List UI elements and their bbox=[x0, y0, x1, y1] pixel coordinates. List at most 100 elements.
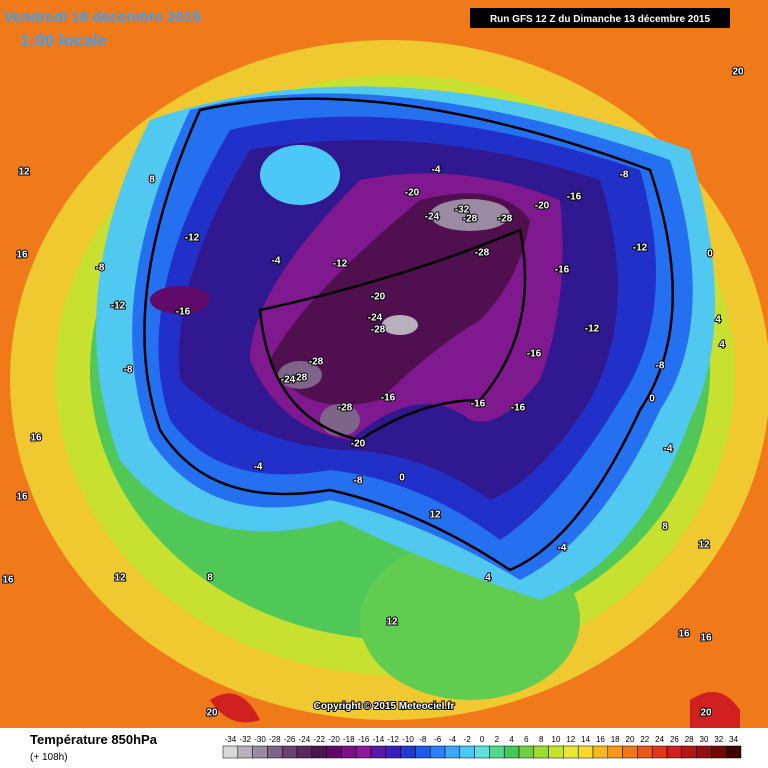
contour-label: -28 bbox=[463, 214, 478, 225]
legend-label: -24 bbox=[299, 735, 311, 744]
forecast-date: Vendredi 18 décembre 2015 bbox=[4, 9, 201, 26]
contour-label: -8 bbox=[96, 263, 105, 274]
legend-label: 28 bbox=[685, 735, 694, 744]
legend-label: -12 bbox=[387, 735, 399, 744]
legend-label: 18 bbox=[611, 735, 620, 744]
contour-label: 4 bbox=[485, 573, 491, 584]
contour-label: -16 bbox=[176, 307, 191, 318]
legend-swatch bbox=[370, 745, 387, 759]
legend-swatch bbox=[459, 745, 475, 759]
contour-label: -24 bbox=[281, 375, 296, 386]
legend-label: 4 bbox=[509, 735, 514, 744]
contour-label: 16 bbox=[700, 633, 712, 644]
legend-label: -4 bbox=[449, 735, 457, 744]
legend-label: -32 bbox=[239, 735, 251, 744]
contour-label: -4 bbox=[272, 256, 281, 267]
legend-label: 6 bbox=[524, 735, 529, 744]
contour-label: 0 bbox=[707, 249, 713, 260]
legend-swatch bbox=[311, 745, 327, 759]
contour-label: -16 bbox=[511, 403, 526, 414]
legend-swatch bbox=[651, 745, 668, 759]
contour-label: 12 bbox=[698, 540, 710, 551]
legend-swatch bbox=[281, 745, 298, 759]
legend-swatch bbox=[563, 745, 579, 759]
legend-label: -16 bbox=[358, 735, 370, 744]
contour-label: -28 bbox=[371, 325, 386, 336]
contour-label: -12 bbox=[585, 324, 600, 335]
legend-swatch bbox=[607, 745, 623, 759]
legend-label: 22 bbox=[640, 735, 649, 744]
legend-label: -10 bbox=[402, 735, 414, 744]
legend-label: 24 bbox=[655, 735, 664, 744]
contour-label: 16 bbox=[16, 250, 28, 261]
contour-label: -16 bbox=[527, 349, 542, 360]
legend-swatch bbox=[267, 745, 283, 759]
contour-label: 4 bbox=[715, 315, 721, 326]
color-legend: -34 -32 -30 -28 -26 -24 -22 -20 -18 -16 -14 -12 -10-… bbox=[222, 735, 742, 759]
contour-label: 8 bbox=[149, 175, 155, 186]
legend-swatch bbox=[252, 745, 268, 759]
legend-swatch bbox=[637, 745, 653, 759]
legend-label: -18 bbox=[343, 735, 355, 744]
run-box bbox=[470, 8, 730, 28]
run-info: Run GFS 12 Z du Dimanche 13 décembre 201… bbox=[490, 14, 711, 25]
legend-swatch bbox=[326, 745, 342, 759]
legend-swatch bbox=[503, 745, 520, 759]
legend-label: 8 bbox=[539, 735, 544, 744]
legend-swatch bbox=[711, 745, 727, 759]
legend-swatch bbox=[518, 745, 535, 759]
legend-label: -14 bbox=[373, 735, 385, 744]
legend-swatch bbox=[725, 745, 742, 759]
contour-label: 12 bbox=[114, 573, 126, 584]
contour-label: -4 bbox=[664, 444, 673, 455]
legend-swatch bbox=[385, 745, 401, 759]
legend-swatch bbox=[222, 745, 239, 759]
contour-label: 16 bbox=[30, 433, 42, 444]
contour-label: -12 bbox=[333, 259, 348, 270]
legend-swatch bbox=[474, 745, 490, 759]
contour-label: 0 bbox=[649, 394, 655, 405]
contour-label: -16 bbox=[567, 192, 582, 203]
contour-label: 12 bbox=[18, 167, 30, 178]
legend-swatch bbox=[444, 745, 461, 759]
legend-label: 12 bbox=[566, 735, 575, 744]
legend-label: 34 bbox=[729, 735, 738, 744]
contour-label: -4 bbox=[558, 543, 567, 554]
legend-label: -6 bbox=[434, 735, 442, 744]
contour-label: -28 bbox=[293, 373, 308, 384]
contour-label: 16 bbox=[16, 492, 28, 503]
contour-label: 0 bbox=[399, 473, 405, 484]
legend-label: -8 bbox=[419, 735, 427, 744]
contour-label: -12 bbox=[185, 233, 200, 244]
contour-label: 20 bbox=[700, 708, 712, 719]
legend-label: 2 bbox=[495, 735, 500, 744]
legend-swatch bbox=[577, 745, 594, 759]
contour-label: -32 bbox=[455, 205, 470, 216]
legend-label: 20 bbox=[626, 735, 635, 744]
contour-label: 8 bbox=[662, 522, 668, 533]
legend-label: -34 bbox=[225, 735, 237, 744]
contour-label: -16 bbox=[471, 399, 486, 410]
legend-label: -2 bbox=[464, 735, 472, 744]
legend-swatch bbox=[533, 745, 549, 759]
legend-swatch bbox=[296, 745, 313, 759]
contour-label: -20 bbox=[351, 439, 366, 450]
legend-swatch bbox=[237, 745, 253, 759]
contour-label: -28 bbox=[338, 403, 353, 414]
contour-label: -8 bbox=[124, 365, 133, 376]
contour-label: -4 bbox=[432, 165, 441, 176]
contour-label: 16 bbox=[2, 575, 14, 586]
contour-label: -12 bbox=[111, 301, 126, 312]
legend-swatch bbox=[341, 745, 357, 759]
contour-label: 4 bbox=[719, 340, 725, 351]
contour-label: 12 bbox=[386, 617, 398, 628]
legend-label: 0 bbox=[480, 735, 485, 744]
copyright: Copyright © 2015 Meteociel.fr bbox=[314, 701, 455, 712]
contour-label: 20 bbox=[206, 708, 218, 719]
legend-label: 30 bbox=[700, 735, 709, 744]
legend-swatch bbox=[592, 745, 609, 759]
contour-label: -12 bbox=[633, 243, 648, 254]
legend-swatch bbox=[696, 745, 712, 759]
contour-label: -20 bbox=[535, 201, 550, 212]
